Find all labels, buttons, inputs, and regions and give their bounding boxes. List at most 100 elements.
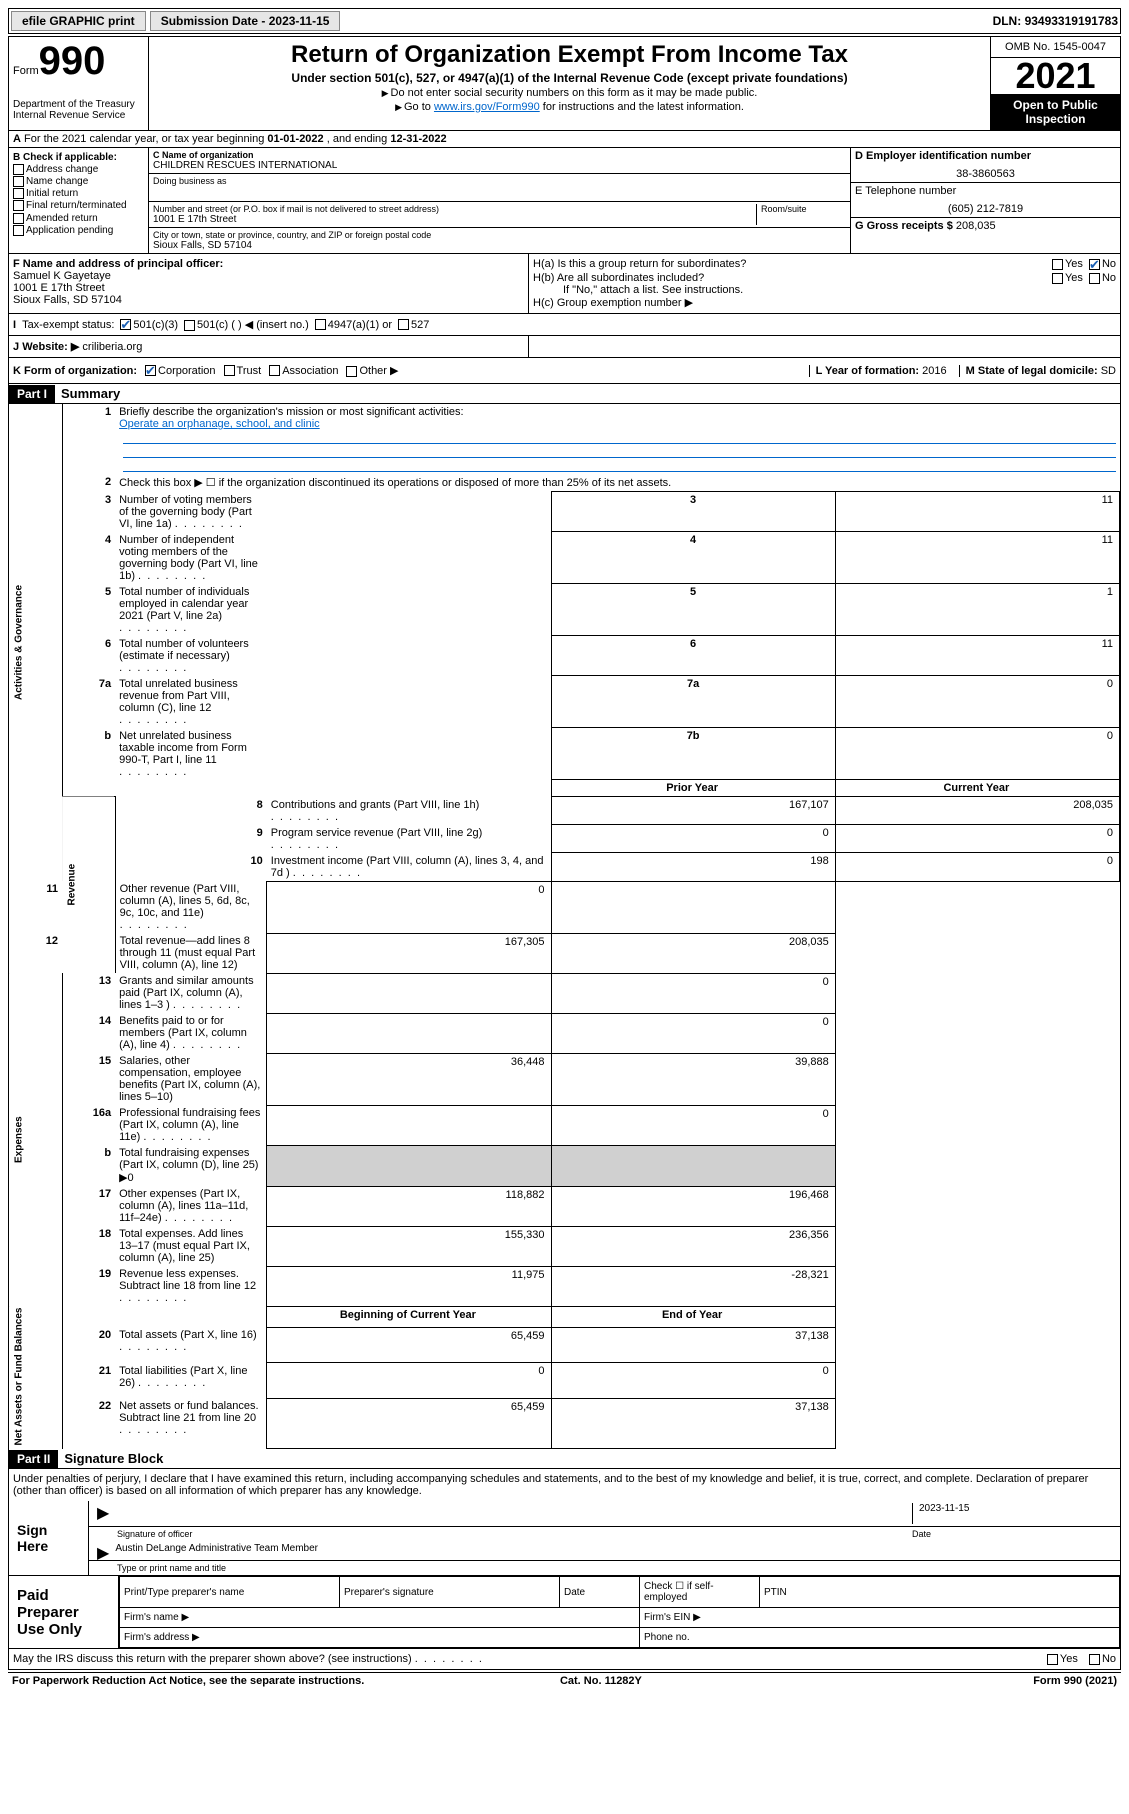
dln: DLN: 93493319191783 — [993, 14, 1118, 28]
row-a: A For the 2021 calendar year, or tax yea… — [9, 131, 1120, 148]
prep-sig-label: Preparer's signature — [340, 1577, 560, 1608]
hc-label: H(c) Group exemption number ▶ — [533, 296, 1116, 309]
part1-bar: Part I Summary — [9, 384, 1120, 404]
side-expenses: Expenses — [9, 973, 62, 1306]
part2-bar: Part II Signature Block — [9, 1449, 1120, 1469]
cb-name-change[interactable]: Name change — [13, 176, 144, 187]
part1-header: Part I — [9, 385, 55, 403]
cb-501c[interactable]: 501(c) ( ) ◀ (insert no.) — [184, 318, 309, 331]
exp-line19: Revenue less expenses. Subtract line 18 … — [115, 1266, 267, 1306]
website-label: Website: ▶ — [22, 341, 79, 353]
cb-corporation[interactable]: Corporation — [145, 365, 215, 377]
self-emp-label: Check ☐ if self-employed — [640, 1577, 760, 1608]
row-i: ITax-exempt status: 501(c)(3) 501(c) ( )… — [9, 314, 1120, 336]
gov-line4: Number of independent voting members of … — [115, 532, 267, 584]
room-label: Room/suite — [761, 204, 846, 214]
hb-label: H(b) Are all subordinates included? — [533, 272, 1052, 284]
cb-4947[interactable]: 4947(a)(1) or — [315, 319, 392, 331]
net-line22: Net assets or fund balances. Subtract li… — [115, 1398, 267, 1448]
sign-here-row: Sign Here ▶ 2023-11-15 Signature of offi… — [9, 1501, 1120, 1576]
website-value: criliberia.org — [82, 341, 142, 353]
part2-header: Part II — [9, 1450, 58, 1468]
submission-label: Submission Date - — [161, 14, 269, 28]
section-bcd: B Check if applicable: Address change Na… — [9, 148, 1120, 254]
row-klm: K Form of organization: Corporation Trus… — [9, 358, 1120, 384]
footer-left: For Paperwork Reduction Act Notice, see … — [12, 1675, 364, 1687]
footer-mid: Cat. No. 11282Y — [560, 1675, 642, 1687]
ein-value: 38-3860563 — [855, 168, 1116, 180]
k-label: K Form of organization: — [13, 365, 137, 377]
col-d: D Employer identification number38-38605… — [850, 148, 1120, 253]
cb-association[interactable]: Association — [269, 365, 338, 377]
rev8-py: 167,107 — [551, 797, 835, 825]
side-governance: Activities & Governance — [9, 404, 62, 881]
form-number: 990 — [39, 39, 106, 83]
ha-no[interactable]: No — [1089, 258, 1116, 270]
part2-title: Signature Block — [58, 1449, 169, 1468]
cb-501c3[interactable]: 501(c)(3) — [120, 319, 178, 331]
c-label: C Name of organization — [153, 150, 254, 160]
rev8-cy: 208,035 — [835, 797, 1119, 825]
cb-final-return[interactable]: Final return/terminated — [13, 200, 144, 211]
gov-line7b: Net unrelated business taxable income fr… — [115, 728, 267, 780]
note-link: Go to www.irs.gov/Form990 for instructio… — [153, 101, 986, 113]
exp-line17: Other expenses (Part IX, column (A), lin… — [115, 1186, 267, 1226]
irs-link[interactable]: www.irs.gov/Form990 — [434, 101, 540, 113]
gov-line5: Total number of individuals employed in … — [115, 584, 267, 636]
side-revenue: Revenue — [62, 797, 115, 974]
declaration-text: Under penalties of perjury, I declare th… — [9, 1469, 1120, 1501]
cb-other[interactable]: Other ▶ — [346, 364, 398, 377]
efile-print-button[interactable]: efile GRAPHIC print — [11, 11, 146, 31]
org-name: CHILDREN RESCUES INTERNATIONAL — [153, 160, 337, 171]
rev-line12: Total revenue—add lines 8 through 11 (mu… — [115, 933, 267, 973]
domicile-label: M State of legal domicile: — [966, 365, 1101, 377]
row-fh: F Name and address of principal officer:… — [9, 254, 1120, 314]
exp-line15: Salaries, other compensation, employee b… — [115, 1053, 267, 1105]
line1-text: Briefly describe the organization's miss… — [119, 406, 463, 418]
hb-note: If "No," attach a list. See instructions… — [563, 284, 1116, 296]
ha-label: H(a) Is this a group return for subordin… — [533, 258, 1052, 270]
open-inspection: Open to Public Inspection — [991, 94, 1120, 130]
cb-app-pending[interactable]: Application pending — [13, 225, 144, 236]
firm-name-label: Firm's name ▶ — [120, 1608, 640, 1628]
form-label: Form — [13, 65, 39, 77]
cb-address-change[interactable]: Address change — [13, 164, 144, 175]
gross-value: 208,035 — [956, 220, 996, 232]
exp-line16a: Professional fundraising fees (Part IX, … — [115, 1105, 267, 1145]
mission-link[interactable]: Operate an orphanage, school, and clinic — [119, 418, 320, 430]
cb-initial-return[interactable]: Initial return — [13, 188, 144, 199]
hb-yes[interactable]: Yes — [1052, 272, 1083, 284]
officer-label: F Name and address of principal officer: — [13, 258, 223, 270]
discuss-yes[interactable]: Yes — [1047, 1653, 1078, 1665]
dln-label: DLN: — [993, 14, 1025, 28]
hb-no[interactable]: No — [1089, 272, 1116, 284]
rev-line8: Contributions and grants (Part VIII, lin… — [267, 797, 551, 825]
row-j: J Website: ▶ criliberia.org — [9, 336, 1120, 358]
discuss-no[interactable]: No — [1089, 1653, 1116, 1665]
gov-line3: Number of voting members of the governin… — [115, 492, 267, 532]
ha-yes[interactable]: Yes — [1052, 258, 1083, 270]
cb-amended-return[interactable]: Amended return — [13, 213, 144, 224]
gross-label: G Gross receipts $ — [855, 220, 956, 232]
submission-date: 2023-11-15 — [269, 14, 330, 28]
officer-addr1: 1001 E 17th Street — [13, 282, 105, 294]
note-ssn: Do not enter social security numbers on … — [153, 87, 986, 99]
org-address: 1001 E 17th Street — [153, 214, 236, 225]
header-row: Form990 Department of the Treasury Inter… — [9, 37, 1120, 131]
addr-label: Number and street (or P.O. box if mail i… — [153, 204, 756, 214]
sig-date-label: Date — [912, 1529, 1112, 1539]
col-b-checkboxes: B Check if applicable: Address change Na… — [9, 148, 149, 253]
cb-527[interactable]: 527 — [398, 319, 429, 331]
paid-preparer-table: Print/Type preparer's name Preparer's si… — [119, 1576, 1120, 1648]
gov-line6: Total number of volunteers (estimate if … — [115, 636, 267, 676]
submission-date-button[interactable]: Submission Date - 2023-11-15 — [150, 11, 341, 31]
side-netassets: Net Assets or Fund Balances — [9, 1306, 62, 1449]
prep-date-label: Date — [560, 1577, 640, 1608]
footer: For Paperwork Reduction Act Notice, see … — [8, 1672, 1121, 1689]
dba-label: Doing business as — [153, 176, 846, 186]
cb-trust[interactable]: Trust — [224, 365, 262, 377]
arrow-icon: ▶ — [97, 1543, 109, 1558]
b-label: B Check if applicable: — [13, 152, 117, 163]
rev-line9: Program service revenue (Part VIII, line… — [267, 825, 551, 853]
discuss-row: May the IRS discuss this return with the… — [9, 1649, 1120, 1669]
